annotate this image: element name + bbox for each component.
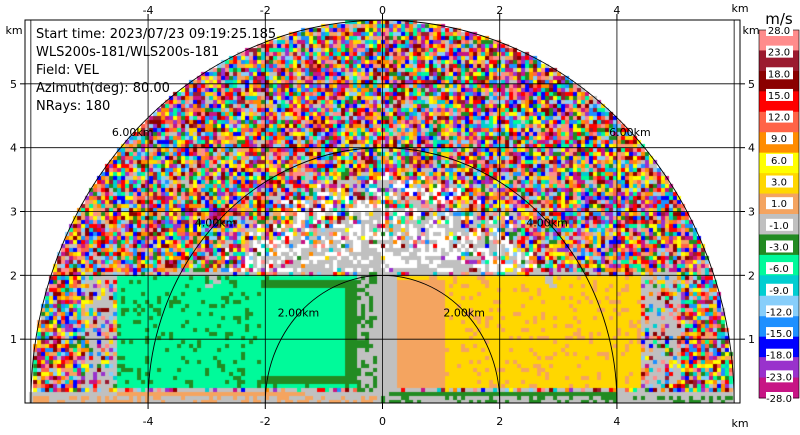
range-ring (264, 274, 501, 403)
x-unit-label: km (731, 417, 748, 430)
y-tick-label: 4 (10, 142, 17, 155)
x-tick-label-top: 0 (379, 4, 386, 17)
colorbar-tick-label: 6.0 (771, 156, 787, 167)
y-tick-label-right: 4 (748, 142, 755, 155)
colorbar-title: m/s (765, 10, 793, 28)
range-ring (147, 147, 618, 403)
info-line: Field: VEL (36, 63, 100, 78)
axes: -4 -4 -2 -2 0 0 2 2 4 4 km km 1 1 2 2 3 3 4 4 5 5 km km (5, 2, 759, 430)
x-tick-label-top: -4 (143, 4, 154, 17)
colorbar-tick-bg (766, 283, 793, 296)
colorbar-tick-label: -1.0 (769, 221, 789, 232)
colorbar-tick-label: -28.0 (766, 394, 792, 405)
x-tick-label: -4 (143, 415, 154, 428)
colorbar-tick-bg (766, 392, 793, 404)
info-line: Start time: 2023/07/23 09:19:25.185 (36, 27, 276, 42)
colorbar-tick-bg (766, 45, 793, 58)
colorbar-tick-label: -6.0 (769, 264, 789, 275)
range-ring (30, 20, 735, 403)
colorbar-tick-label: -9.0 (769, 286, 789, 297)
x-tick-label: 4 (613, 415, 620, 428)
colorbar-tick-label: 28.0 (768, 26, 790, 37)
x-tick-label: 2 (496, 415, 503, 428)
colorbar-tick-bg (766, 88, 793, 101)
colorbar-tick-bg (766, 24, 793, 36)
range-ring-label: 4.00km (526, 216, 568, 229)
x-tick-label: 0 (379, 415, 386, 428)
colorbar-tick-bg (766, 348, 793, 361)
x-tick-label-top: 4 (613, 4, 620, 17)
y-tick-label-right: 3 (748, 206, 755, 219)
range-ring-label: 6.00km (609, 126, 651, 139)
colorbar-tick-label: -18.0 (766, 351, 792, 362)
info-line: WLS200s-181/WLS200s-181 (36, 45, 219, 60)
y-tick-label: 3 (10, 206, 17, 219)
colorbar-tick-bg (766, 197, 793, 210)
colorbar-tick-bg (766, 262, 793, 275)
x-unit-label-top: km (731, 2, 748, 15)
colorbar-tick-label: -15.0 (766, 329, 792, 340)
range-ring-label: 6.00km (112, 126, 154, 139)
range-ring-label: 2.00km (443, 307, 485, 320)
colorbar-tick-label: 3.0 (771, 178, 787, 189)
colorbar-tick-label: -12.0 (766, 307, 792, 318)
colorbar-tick-label: 18.0 (768, 69, 790, 80)
y-tick-label-right: 1 (748, 333, 755, 346)
y-tick-label-right: 5 (748, 78, 755, 91)
colorbar-tick-bg (766, 153, 793, 166)
colorbar-tick-bg (766, 132, 793, 145)
y-tick-label: 5 (10, 78, 17, 91)
colorbar-tick-bg (766, 218, 793, 231)
info-block: Start time: 2023/07/23 09:19:25.185 WLS20… (36, 27, 276, 114)
y-tick-label: 2 (10, 269, 17, 282)
colorbar: 28.0 23.0 18.0 15.0 12.0 9.0 6.0 3.0 1.0 -1.0 -3.0… (758, 10, 800, 405)
info-line: NRays: 180 (36, 99, 110, 114)
y-tick-label-right: 2 (748, 269, 755, 282)
colorbar-tick-bg (766, 327, 793, 340)
x-tick-label: -2 (260, 415, 271, 428)
y-unit-label: km (5, 24, 22, 37)
velocity-raster (25, 20, 740, 403)
colorbar-tick-bg (766, 370, 793, 383)
y-unit-label-right: km (742, 24, 759, 37)
info-line: Azimuth(deg): 80.00 (36, 81, 170, 96)
x-tick-label-top: -2 (260, 4, 271, 17)
x-tick-label-top: 2 (496, 4, 503, 17)
range-ring-label: 4.00km (195, 216, 237, 229)
colorbar-tick-label: 12.0 (768, 113, 790, 124)
colorbar-tick-bg (766, 240, 793, 253)
colorbar-tick-label: 15.0 (768, 91, 790, 102)
plot-area (25, 20, 740, 403)
colorbar-tick-label: -23.0 (766, 372, 792, 383)
colorbar-tick-bg (766, 67, 793, 80)
colorbar-tick-label: 9.0 (771, 134, 787, 145)
range-rings: 2.00km 2.00km 4.00km 4.00km 6.00km 6.00km (30, 20, 735, 403)
colorbar-tick-label: 23.0 (768, 48, 790, 59)
colorbar-tick-label: 1.0 (771, 199, 787, 210)
colorbar-tick-bg (766, 305, 793, 318)
colorbar-tick-bg (766, 110, 793, 123)
range-ring-label: 2.00km (278, 307, 320, 320)
colorbar-tick-bg (766, 175, 793, 188)
y-tick-label: 1 (10, 333, 17, 346)
colorbar-tick-label: -3.0 (769, 242, 789, 253)
